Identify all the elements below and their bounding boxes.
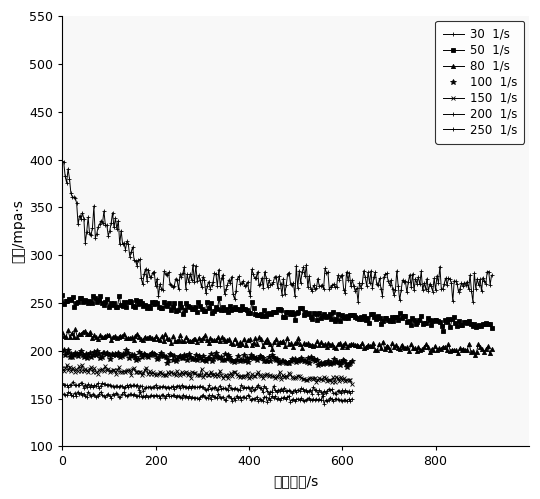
Line: 150  1/s: 150 1/s — [60, 363, 354, 386]
80  1/s — [207, 335, 214, 341]
250  1/s — [192, 395, 199, 401]
80  1/s — [72, 326, 79, 332]
250  1/s — [59, 391, 65, 397]
250  1/s — [321, 401, 327, 407]
80  1/s — [458, 347, 465, 353]
50  1/s — [440, 327, 447, 333]
200  1/s — [70, 379, 76, 385]
150  1/s — [192, 370, 199, 376]
100  1/s — [348, 358, 355, 364]
100  1/s — [138, 351, 144, 357]
100  1/s — [72, 350, 79, 356]
100  1/s — [59, 348, 65, 354]
50  1/s — [232, 304, 238, 310]
Line: 200  1/s: 200 1/s — [60, 379, 354, 396]
30  1/s — [450, 298, 456, 304]
250  1/s — [206, 392, 212, 398]
150  1/s — [91, 365, 98, 371]
150  1/s — [79, 362, 85, 368]
80  1/s — [59, 329, 65, 335]
50  1/s — [307, 314, 314, 320]
250  1/s — [348, 396, 355, 402]
30  1/s — [488, 272, 495, 278]
250  1/s — [85, 389, 92, 395]
50  1/s — [59, 292, 65, 298]
80  1/s — [140, 337, 146, 343]
80  1/s — [387, 347, 394, 353]
Line: 100  1/s: 100 1/s — [59, 347, 354, 370]
150  1/s — [59, 365, 65, 371]
30  1/s — [315, 275, 321, 281]
50  1/s — [355, 316, 362, 322]
200  1/s — [266, 391, 272, 397]
200  1/s — [206, 382, 212, 388]
200  1/s — [348, 389, 355, 395]
200  1/s — [143, 384, 150, 390]
250  1/s — [148, 392, 154, 398]
50  1/s — [473, 324, 480, 330]
250  1/s — [143, 392, 150, 398]
150  1/s — [206, 372, 212, 378]
50  1/s — [130, 303, 136, 309]
50  1/s — [237, 307, 243, 313]
200  1/s — [192, 384, 199, 390]
80  1/s — [400, 344, 407, 350]
150  1/s — [128, 372, 134, 378]
80  1/s — [471, 352, 478, 358]
150  1/s — [348, 381, 355, 387]
Line: 50  1/s: 50 1/s — [60, 293, 494, 333]
Y-axis label: 粘度/mpa·s: 粘度/mpa·s — [11, 199, 25, 263]
100  1/s — [325, 358, 332, 364]
Line: 250  1/s: 250 1/s — [60, 389, 354, 406]
X-axis label: 剪切时间/s: 剪切时间/s — [273, 474, 318, 488]
100  1/s — [65, 347, 71, 353]
30  1/s — [313, 285, 320, 291]
150  1/s — [143, 365, 150, 371]
100  1/s — [344, 364, 350, 370]
200  1/s — [148, 385, 154, 391]
200  1/s — [128, 383, 134, 389]
80  1/s — [410, 345, 416, 351]
100  1/s — [114, 350, 121, 356]
200  1/s — [59, 380, 65, 386]
30  1/s — [422, 285, 429, 291]
30  1/s — [59, 158, 65, 164]
Line: 30  1/s: 30 1/s — [60, 159, 494, 304]
150  1/s — [148, 371, 154, 377]
30  1/s — [322, 265, 328, 271]
100  1/s — [78, 348, 84, 354]
30  1/s — [60, 160, 67, 166]
100  1/s — [335, 359, 342, 365]
80  1/s — [488, 346, 495, 352]
250  1/s — [128, 391, 134, 397]
30  1/s — [355, 299, 361, 305]
200  1/s — [91, 382, 98, 388]
50  1/s — [488, 324, 495, 330]
250  1/s — [91, 392, 98, 398]
Line: 80  1/s: 80 1/s — [60, 327, 494, 357]
Legend: 30  1/s, 50  1/s, 80  1/s, 100  1/s, 150  1/s, 200  1/s, 250  1/s: 30 1/s, 50 1/s, 80 1/s, 100 1/s, 150 1/s… — [435, 21, 524, 144]
